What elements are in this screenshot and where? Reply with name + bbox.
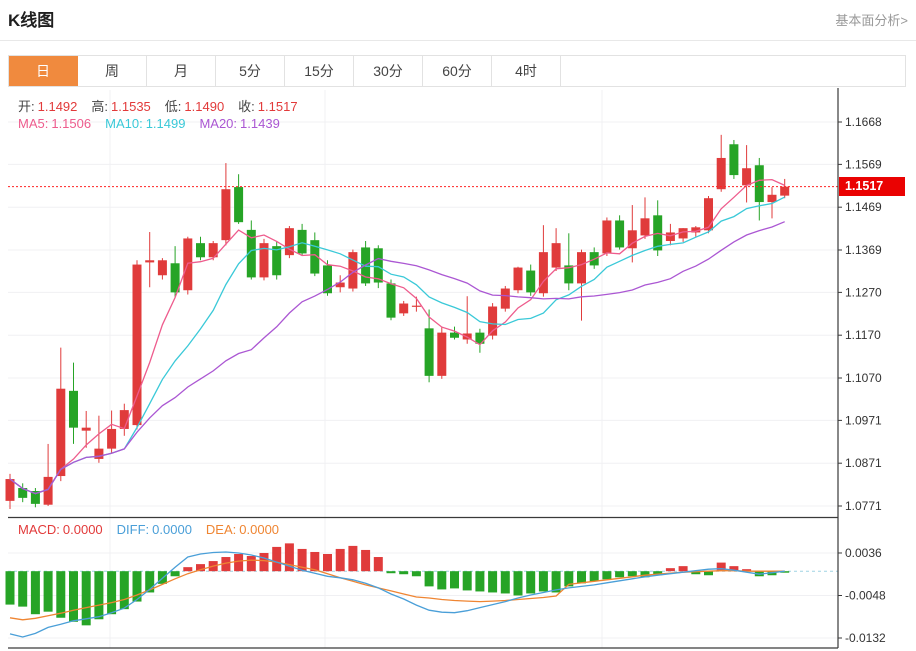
svg-text:1.1569: 1.1569: [845, 157, 882, 171]
tab-周[interactable]: 周: [78, 56, 147, 86]
legend-item: MA20: 1.1439: [199, 116, 280, 131]
tab-5分[interactable]: 5分: [216, 56, 285, 86]
tab-30分[interactable]: 30分: [354, 56, 423, 86]
tab-60分[interactable]: 60分: [423, 56, 492, 86]
legend-item: DIFF: 0.0000: [116, 522, 192, 537]
svg-text:-0.0048: -0.0048: [845, 588, 886, 602]
svg-text:0.0036: 0.0036: [845, 546, 882, 560]
header-divider: [0, 40, 916, 41]
svg-text:1.1668: 1.1668: [845, 115, 882, 129]
tab-月[interactable]: 月: [147, 56, 216, 86]
legend-item: 低: 1.1490: [164, 99, 225, 114]
svg-text:1.1369: 1.1369: [845, 243, 882, 257]
page-title: K线图: [8, 11, 55, 30]
legend-item: DEA: 0.0000: [205, 522, 280, 537]
ohlc-legend: 开: 1.1492 高: 1.1535 低: 1.1490 收: 1.1517: [18, 96, 312, 115]
legend-item: MACD: 0.0000: [18, 522, 103, 537]
svg-text:1.1270: 1.1270: [845, 285, 882, 299]
fundamental-analysis-link[interactable]: 基本面分析>: [835, 13, 908, 28]
legend-item: MA10: 1.1499: [105, 116, 186, 131]
ma-legend: MA5: 1.1506 MA10: 1.1499 MA20: 1.1439: [18, 116, 294, 131]
svg-text:1.0871: 1.0871: [845, 456, 882, 470]
svg-text:-0.0132: -0.0132: [845, 631, 886, 645]
svg-text:1.0971: 1.0971: [845, 413, 882, 427]
legend-item: 收: 1.1517: [238, 99, 298, 114]
legend-item: 开: 1.1492: [18, 99, 78, 114]
last-price-tag: 1.1517: [839, 177, 905, 196]
svg-text:1.0771: 1.0771: [845, 499, 882, 513]
svg-text:1.1070: 1.1070: [845, 371, 882, 385]
tab-4时[interactable]: 4时: [492, 56, 561, 86]
tab-日[interactable]: 日: [9, 56, 78, 86]
svg-text:1.1469: 1.1469: [845, 200, 882, 214]
legend-item: 高: 1.1535: [91, 99, 151, 114]
period-tabbar: 日周月 5分 15分 30分 60分 4时: [8, 55, 906, 87]
macd-legend: MACD: 0.0000 DIFF: 0.0000 DEA: 0.0000: [18, 522, 293, 537]
tab-15分[interactable]: 15分: [285, 56, 354, 86]
svg-text:1.1170: 1.1170: [845, 328, 881, 342]
legend-item: MA5: 1.1506: [18, 116, 92, 131]
